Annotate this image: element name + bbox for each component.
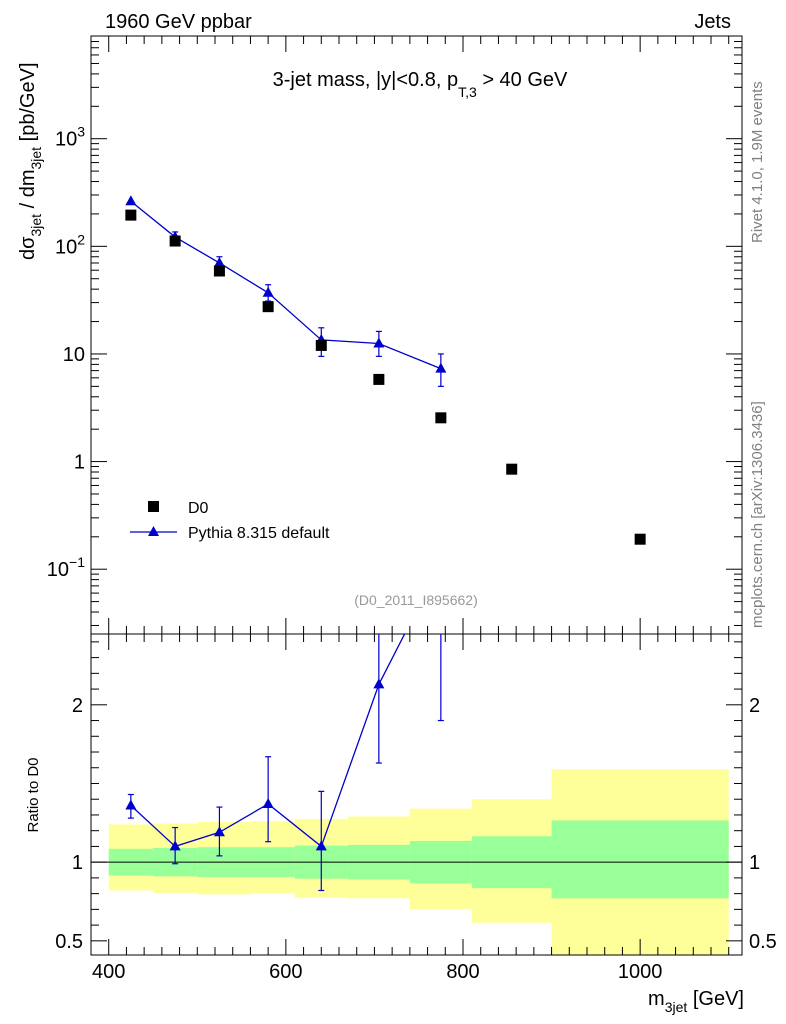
ratio-mc-point (213, 826, 225, 837)
xtick-label: 400 (92, 961, 125, 983)
main-ytick-label: 10−1 (47, 554, 85, 581)
ratio-mc-point (315, 840, 327, 851)
main-ytick-label: 10 (63, 344, 85, 366)
main-title: 3-jet mass, |y|<0.8, pT,3 > 40 GeV (273, 69, 568, 100)
legend-data-marker (148, 501, 159, 512)
ratio-frame (90, 633, 743, 956)
ratio-ytick-label-right: 0.5 (749, 931, 777, 953)
xtick-label: 800 (446, 961, 479, 983)
ratio-y-axis-label: Ratio to D0 (25, 757, 42, 832)
legend-mc-label: Pythia 8.315 default (188, 525, 330, 542)
main-ytick-exp: 2 (77, 231, 85, 247)
data-point (506, 463, 518, 475)
ratio-mc-point (262, 797, 274, 808)
ratio-mc-point (125, 799, 137, 810)
data-point (435, 412, 447, 424)
data-point (262, 301, 274, 313)
ratio-ytick-label-left: 0.5 (55, 931, 83, 953)
data-point (373, 373, 385, 385)
legend: D0 Pythia 8.315 default (130, 500, 330, 542)
mc-line (130, 200, 442, 370)
mc-point (125, 195, 137, 206)
mc-point (262, 286, 274, 297)
band-inner-8 (551, 820, 729, 899)
main-ytick-label: 102 (55, 231, 85, 258)
data-point (169, 235, 181, 247)
ratio-ytick-label-left: 1 (72, 852, 83, 874)
mc-point (435, 362, 447, 373)
mc-point (373, 337, 385, 348)
y-axis-label: dσ3jet / dm3jet [pb/GeV] (17, 62, 44, 260)
ratio-panel: 400 600 800 1000 0.5 0.5 1 1 2 2 (55, 557, 777, 983)
ratio-mc-series (125, 557, 446, 892)
data-point (125, 209, 137, 221)
data-series (125, 209, 646, 545)
main-ytick-base: 10 (47, 559, 69, 581)
ratio-mc-point (169, 840, 181, 851)
ratio-ytick-label-right: 1 (749, 852, 760, 874)
ratio-mc-point (373, 678, 385, 689)
legend-mc-marker (148, 526, 159, 536)
x-axis-label: m3jet [GeV] (648, 988, 744, 1015)
xtick-label: 1000 (618, 961, 663, 983)
legend-data-label: D0 (188, 500, 209, 517)
data-point (315, 339, 327, 351)
main-ytick-exp: 3 (77, 124, 85, 140)
main-ytick-label: 1 (74, 452, 85, 474)
watermark: (D0_2011_I895662) (354, 592, 478, 608)
mc-series (125, 195, 447, 387)
xtick-label: 600 (269, 961, 302, 983)
ratio-mc-point (435, 557, 446, 567)
mc-point (213, 256, 225, 267)
data-point (213, 265, 225, 277)
rivet-label: Rivet 4.1.0, 1.9M events (749, 81, 766, 243)
data-point (634, 533, 646, 545)
main-ytick-base: 10 (55, 236, 77, 258)
main-ytick-label: 103 (55, 124, 85, 151)
header-left: 1960 GeV ppbar (105, 11, 252, 33)
ratio-ytick-label-right: 2 (749, 695, 760, 717)
main-ytick-exp: −1 (69, 554, 85, 570)
mcplots-label: mcplots.cern.ch [arXiv:1306.3436] (749, 401, 766, 628)
main-ytick-base: 10 (55, 129, 77, 151)
header-right: Jets (694, 11, 731, 33)
ratio-ytick-label-left: 2 (72, 695, 83, 717)
